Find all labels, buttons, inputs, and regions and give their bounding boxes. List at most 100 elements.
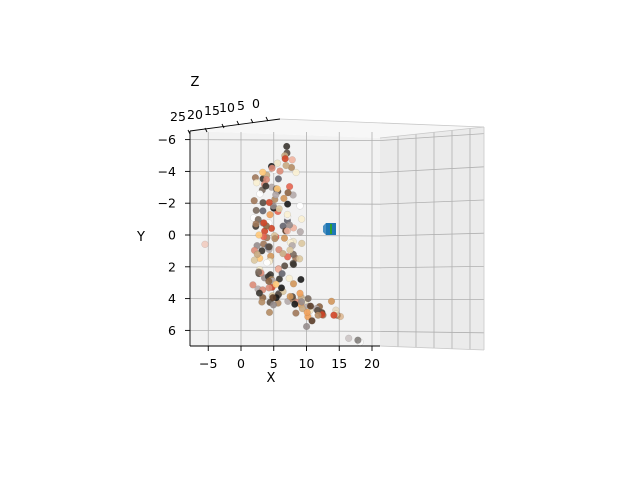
data-point [271, 235, 279, 243]
data-point [297, 275, 305, 284]
data-point [259, 199, 267, 207]
data-point [284, 200, 292, 208]
data-point [274, 175, 283, 183]
data-point [284, 189, 292, 197]
grid-line-y-side [379, 266, 485, 269]
grid-line-y-side [379, 166, 485, 173]
data-point [282, 161, 290, 170]
camera-frustum [323, 223, 326, 235]
data-point [265, 243, 273, 251]
y-tick-label: 2 [168, 259, 176, 274]
data-point [265, 277, 273, 285]
x-tick-label: 0 [237, 356, 245, 371]
data-point [276, 167, 284, 175]
z-tick-mark [265, 116, 269, 122]
x-tick-label: 20 [364, 356, 380, 371]
data-point [249, 281, 257, 289]
z-tick-label: 20 [187, 107, 203, 122]
data-point [303, 322, 311, 331]
z-tick-label: 15 [204, 103, 220, 118]
z-tick-label: 25 [170, 109, 186, 124]
data-point [279, 250, 287, 258]
data-point [298, 298, 306, 306]
data-point [273, 185, 281, 193]
z-tick-label: 5 [237, 98, 245, 113]
data-point [345, 334, 353, 342]
data-point [258, 247, 266, 255]
data-point [291, 300, 299, 308]
data-point [283, 142, 291, 151]
data-point [298, 305, 307, 313]
y-tick-label: −2 [158, 196, 176, 211]
top-pane [190, 119, 484, 138]
data-point [278, 270, 286, 278]
grid-line-y-side [379, 133, 485, 141]
data-point [296, 228, 304, 236]
data-point [266, 211, 274, 219]
data-point [259, 168, 267, 176]
data-point [286, 183, 294, 191]
grid-line-y-side [379, 331, 485, 334]
x-axis-label: X [267, 371, 276, 386]
data-point [272, 191, 280, 199]
data-point [304, 295, 312, 303]
data-point [260, 219, 268, 227]
grid-line-y-side [379, 199, 485, 205]
z-tick-label: 10 [219, 100, 235, 115]
data-point [201, 240, 209, 248]
x-tick-label: 15 [331, 356, 347, 371]
grid-line-y-side [379, 232, 485, 237]
data-point [280, 194, 288, 203]
top-edge-side [379, 126, 485, 139]
data-point [268, 164, 276, 172]
top-edge [279, 118, 485, 128]
data-point [255, 289, 264, 297]
data-point [250, 197, 258, 205]
data-point [288, 156, 296, 164]
y-tick-label: −6 [158, 132, 176, 147]
data-point [265, 308, 274, 317]
data-point [314, 311, 322, 319]
data-point [296, 255, 304, 263]
bottom-edge-side [379, 345, 485, 351]
data-point [354, 336, 362, 344]
y-tick-label: 0 [168, 228, 176, 243]
data-point [289, 260, 298, 269]
data-point [263, 259, 271, 267]
z-tick-mark [236, 120, 240, 126]
data-point [286, 292, 294, 301]
data-point [298, 239, 306, 248]
data-point [306, 302, 315, 310]
data-point [255, 231, 263, 239]
data-point [262, 182, 270, 190]
z-tick-mark [187, 129, 191, 135]
data-point [296, 289, 304, 297]
z-tick-mark [221, 123, 225, 129]
data-point [269, 301, 278, 309]
grid-line-y [189, 329, 381, 332]
data-point [252, 206, 260, 215]
data-point [259, 207, 267, 215]
data-points [201, 142, 364, 346]
data-point [283, 210, 292, 219]
side-pane [380, 127, 484, 350]
data-point [258, 298, 266, 306]
x-tick-label: 5 [270, 356, 278, 371]
z-axis-label: Z [191, 75, 200, 90]
data-point [281, 155, 289, 163]
data-point [308, 317, 316, 325]
data-point [275, 205, 283, 213]
z-tick-mark [204, 127, 208, 133]
grid-line-y [189, 298, 381, 301]
y-tick-label: 4 [168, 291, 176, 306]
data-point [289, 280, 298, 288]
data-point [256, 190, 264, 198]
data-point [327, 297, 336, 305]
data-point [252, 220, 260, 228]
data-point [303, 308, 311, 317]
data-point [269, 294, 277, 302]
data-point [250, 256, 259, 264]
z-tick-label: 0 [252, 96, 260, 111]
